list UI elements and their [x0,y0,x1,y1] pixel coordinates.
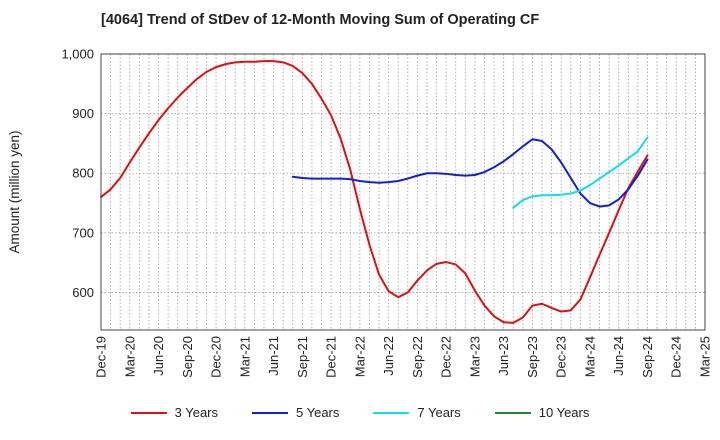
x-tick-label: Sep-20 [180,336,195,378]
y-tick-label: 700 [72,225,94,240]
x-tick-label: Mar-21 [237,336,252,377]
chart-title: [4064] Trend of StDev of 12-Month Moving… [101,12,540,28]
legend-label: 3 Years [174,405,218,420]
y-tick-label: 600 [72,285,94,300]
legend-swatch [373,411,410,414]
legend-label: 5 Years [296,405,340,420]
y-tick-label: 900 [72,106,94,121]
x-tick-label: Mar-23 [467,336,482,377]
x-tick-label: Jun-23 [496,336,511,376]
x-tick-label: Jun-22 [381,336,396,376]
legend: 3 Years 5 Years 7 Years 10 Years [0,405,720,420]
legend-item: 3 Years [130,405,218,420]
x-tick-label: Jun-24 [611,336,626,376]
legend-item: 5 Years [252,405,339,420]
x-tick-label: Dec-20 [209,336,224,378]
x-tick-label: Dec-24 [669,336,684,378]
x-tick-label: Jun-20 [151,336,166,376]
x-tick-label: Sep-24 [640,336,655,378]
x-tick-label: Mar-22 [352,336,367,377]
x-tick-label: Jun-21 [266,336,281,376]
series-line-5-years [291,138,649,208]
y-axis-title: Amount (million yen) [7,130,22,253]
x-tick-label: Mar-25 [698,336,713,377]
plot-border [100,53,706,331]
legend-item: 7 Years [373,405,461,420]
plot-area [101,54,705,330]
x-tick-label: Dec-21 [324,336,339,378]
series-line-7-years [512,136,649,209]
x-tick-label: Dec-22 [439,336,454,378]
legend-swatch [130,411,167,414]
axis-layer: 600 700 800 900 1,000 Dec-19 Mar-20 Jun-20 Sep-2… [7,47,713,378]
x-tick-label: Dec-23 [554,336,569,378]
y-tick-label: 800 [72,166,94,181]
series-line-3-years [100,60,649,324]
x-tick-label: Dec-19 [94,336,109,378]
y-tick-label: 1,000 [61,47,94,62]
x-tick-label: Mar-24 [582,336,597,377]
legend-swatch [494,411,531,414]
x-tick-label: Sep-21 [295,336,310,378]
x-tick-label: Mar-20 [122,336,137,377]
x-tick-label: Sep-23 [525,336,540,378]
legend-label: 10 Years [538,405,590,420]
legend-swatch [252,411,288,414]
x-tick-label: Sep-22 [410,336,425,378]
legend-item: 10 Years [494,405,590,420]
grid-layer [101,53,705,330]
legend-label: 7 Years [417,405,461,420]
series-layer [100,60,649,324]
